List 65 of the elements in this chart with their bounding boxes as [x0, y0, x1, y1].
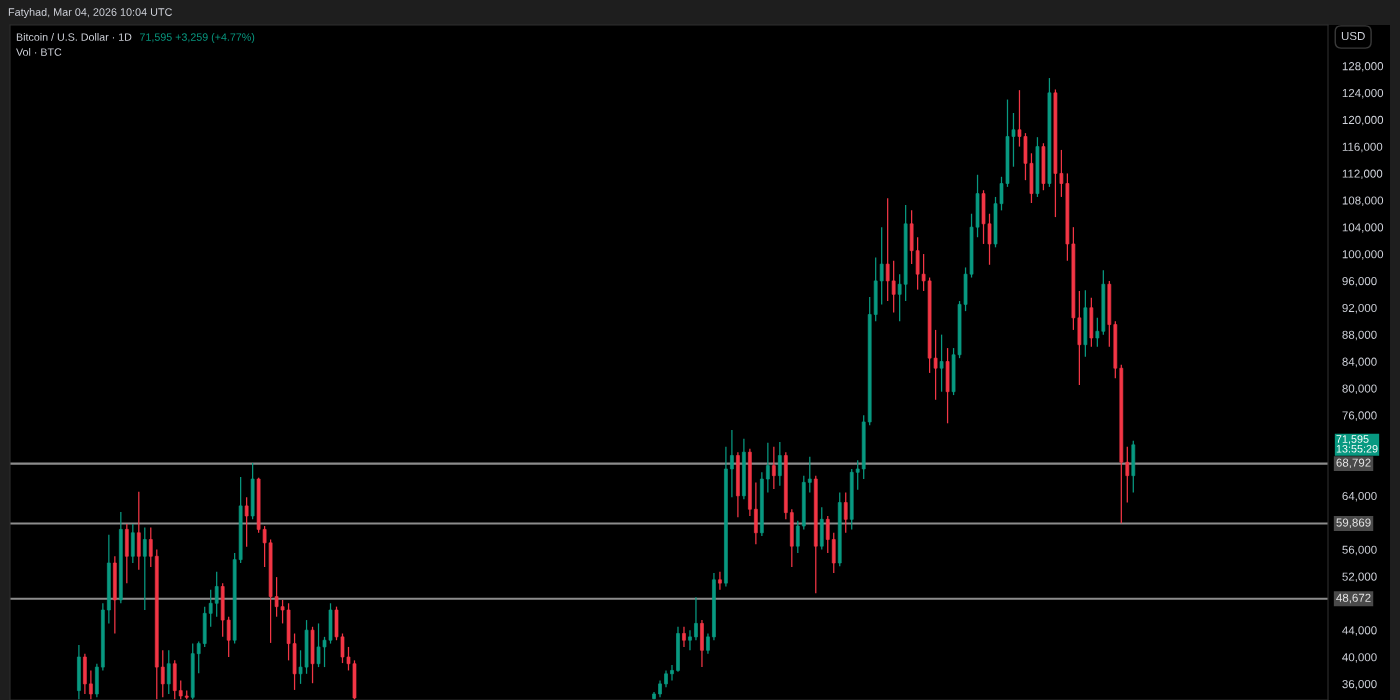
- candlestick: [879, 226, 884, 306]
- candlestick: [160, 649, 165, 698]
- y-tick-label: 116,000: [1342, 142, 1383, 153]
- candlestick: [89, 669, 93, 700]
- y-tick-label: 104,000: [1342, 223, 1384, 233]
- y-tick-label: 76,000: [1342, 411, 1377, 421]
- candlestick: [142, 526, 147, 611]
- candlestick: [795, 520, 800, 554]
- candlestick: [855, 459, 860, 491]
- candlestick: [196, 640, 201, 674]
- y-tick-label: 84,000: [1342, 357, 1377, 368]
- candlestick: [754, 481, 758, 545]
- text: 71,595 +3,259 (+4.77%): [140, 33, 255, 43]
- ref-line-label: 48,672: [1336, 593, 1371, 604]
- candlestick: [226, 616, 231, 658]
- candlestick: [148, 526, 153, 568]
- candlestick: [831, 532, 836, 574]
- candlestick: [178, 679, 183, 700]
- candlestick: [130, 523, 135, 564]
- candlestick: [766, 442, 770, 494]
- y-tick-label: 80,000: [1342, 384, 1377, 395]
- y-tick-label: 56,000: [1342, 545, 1377, 556]
- y-tick-label: 128,000: [1342, 62, 1384, 72]
- y-axis-title: USD: [1341, 31, 1365, 41]
- candlestick: [939, 334, 944, 393]
- y-tick-label: 108,000: [1342, 196, 1384, 206]
- candlestick: [244, 496, 249, 548]
- candlestick: [1095, 317, 1100, 348]
- y-tick-label: 52,000: [1342, 572, 1377, 583]
- text: Bitcoin / U.S. Dollar · 1D: [16, 33, 132, 41]
- candlestick: [682, 626, 686, 648]
- candlestick: [1125, 446, 1130, 504]
- text: 71,595 13:55:29: [1336, 435, 1378, 453]
- candlestick: [885, 197, 890, 302]
- y-tick-label: 64,000: [1342, 491, 1377, 502]
- candlestick: [706, 632, 710, 655]
- candlestick: [730, 429, 734, 498]
- y-tick-label: 92,000: [1342, 303, 1377, 314]
- candlestick: [843, 491, 848, 534]
- y-tick-label: 44,000: [1342, 626, 1377, 636]
- ref-line-label: 59,869: [1336, 518, 1371, 529]
- y-tick-label: 100,000: [1342, 250, 1384, 260]
- candlestick: [214, 571, 219, 618]
- candlestick: [670, 664, 674, 682]
- candlestick: [694, 596, 698, 641]
- candlestick: [771, 446, 776, 490]
- y-tick-label: 96,000: [1342, 277, 1377, 287]
- y-tick-label: 112,000: [1342, 169, 1383, 180]
- candlestick: [136, 491, 141, 571]
- candlestick: [166, 649, 171, 695]
- ref-line-label: 68,792: [1336, 458, 1371, 469]
- candlestick: [208, 589, 213, 628]
- y-tick-label: 88,000: [1342, 330, 1377, 341]
- candlestick: [718, 571, 722, 591]
- candlestick: [688, 629, 692, 651]
- annotation: Vol · BTC: [16, 48, 62, 56]
- text: Fatyhad, Mar 04, 2026 10:04 UTC: [8, 7, 172, 19]
- y-tick-label: 124,000: [1342, 88, 1384, 99]
- candlestick: [777, 441, 782, 487]
- y-tick-label: 36,000: [1342, 680, 1377, 690]
- candlestick: [891, 260, 896, 314]
- y-tick-label: 120,000: [1342, 115, 1384, 126]
- candlestick: [807, 456, 812, 494]
- candlestick: [825, 515, 830, 554]
- y-tick-label: 40,000: [1342, 653, 1377, 663]
